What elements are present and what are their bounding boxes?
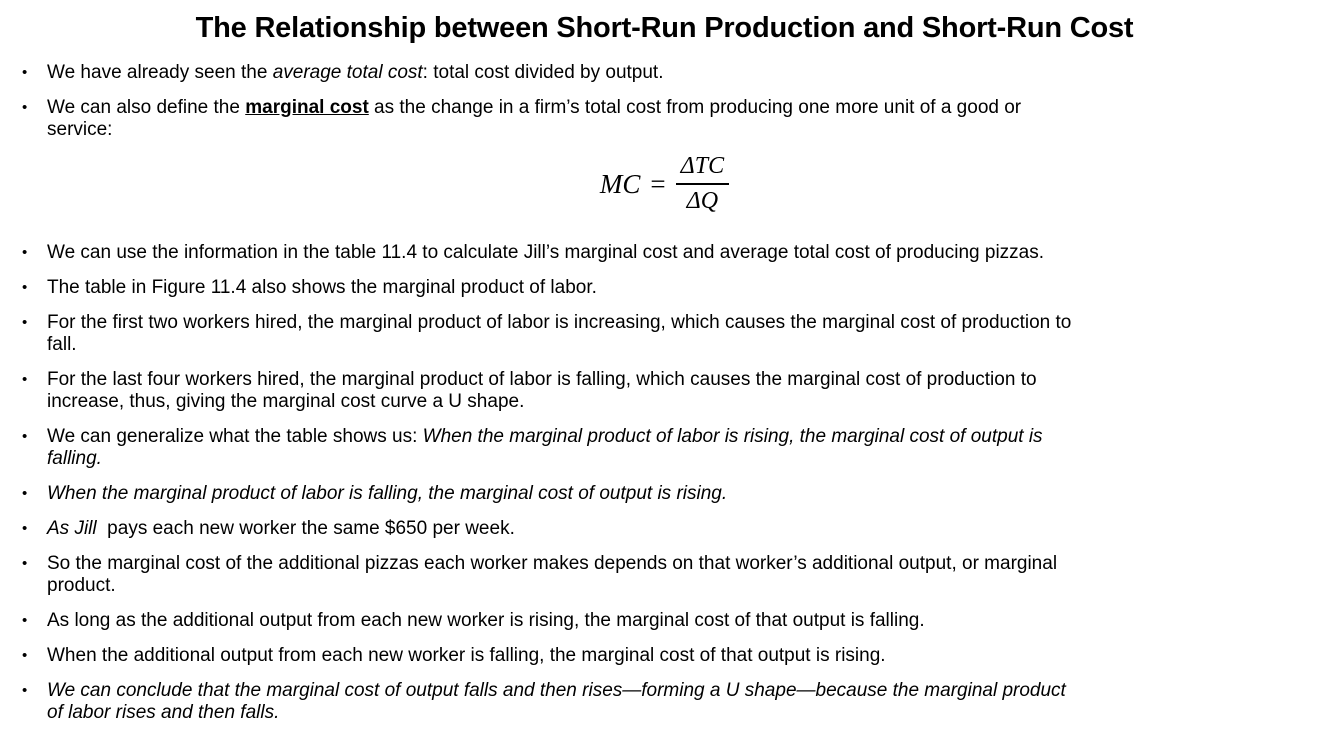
bullet-text: When the marginal product of labor is fa… — [47, 483, 1309, 505]
text-segment: marginal cost — [245, 97, 369, 118]
bullet-marker: • — [22, 682, 28, 700]
text-segment: as the change in a firm’s total cost fro… — [47, 97, 1022, 140]
bullet-text: For the first two workers hired, the mar… — [47, 312, 1309, 356]
bullet-marker: • — [22, 99, 28, 116]
list-item: • When the additional output from each ne… — [20, 645, 1309, 667]
text-segment: average total cost — [272, 62, 423, 83]
list-item: • The table in Figure 11.4 also shows the… — [20, 277, 1309, 299]
bullet-marker: • — [22, 314, 28, 332]
bullet-marker: • — [22, 279, 28, 297]
bullet-text: We can conclude that the marginal cost o… — [47, 680, 1309, 724]
list-item: • We can use the information in the table… — [20, 242, 1309, 264]
text-segment: pays each new worker the same $650 per w… — [96, 518, 515, 540]
bullet-text: We can use the information in the table … — [47, 242, 1309, 264]
bullet-marker: • — [22, 647, 28, 665]
bullet-list-top: • We have already seen the average total … — [20, 62, 1309, 141]
text-segment: The table in Figure 11.4 also shows the … — [47, 277, 597, 299]
bullet-text: As Jill pays each new worker the same $6… — [47, 518, 1309, 540]
bullet-text: We can also define the marginal cost as … — [47, 97, 1309, 141]
formula-equals-sign: = — [650, 168, 666, 199]
text-segment: For the first two workers hired, the mar… — [47, 312, 1072, 356]
text-segment: We have already seen the — [47, 62, 273, 83]
text-segment: When the marginal product of labor is ri… — [47, 426, 1043, 470]
formula-block: MC = ΔTC ΔQ — [20, 153, 1309, 215]
bullet-marker: • — [22, 64, 28, 81]
bullet-text: The table in Figure 11.4 also shows the … — [47, 277, 1309, 299]
list-item: • We can conclude that the marginal cost … — [20, 680, 1309, 724]
list-item: • For the first two workers hired, the ma… — [20, 312, 1309, 356]
text-segment: We can generalize what the table shows u… — [47, 426, 423, 448]
bullet-marker: • — [22, 428, 28, 446]
bullet-text: So the marginal cost of the additional p… — [47, 553, 1309, 597]
text-segment: So the marginal cost of the additional p… — [47, 553, 1058, 597]
bullet-marker: • — [22, 371, 28, 389]
list-item: • So the marginal cost of the additional … — [20, 553, 1309, 597]
bullet-text: We have already seen the average total c… — [47, 62, 1309, 84]
text-segment: For the last four workers hired, the mar… — [47, 369, 1037, 413]
list-item: • For the last four workers hired, the ma… — [20, 369, 1309, 413]
text-segment: As long as the additional output from ea… — [47, 610, 925, 632]
text-segment: : total cost divided by output. — [422, 62, 664, 83]
bullet-marker: • — [22, 612, 28, 630]
text-segment: We can also define the — [47, 97, 246, 118]
formula-lhs: MC — [599, 168, 641, 199]
bullet-list-bottom: • We can use the information in the table… — [20, 242, 1309, 724]
bullet-marker: • — [22, 520, 28, 538]
bullet-marker: • — [22, 485, 28, 503]
list-item: • As Jill pays each new worker the same $… — [20, 518, 1309, 540]
text-segment: As Jill — [47, 518, 97, 540]
formula-numerator: ΔTC — [675, 153, 730, 186]
formula-denominator: ΔQ — [686, 188, 719, 215]
list-item: • We can generalize what the table shows … — [20, 426, 1309, 470]
list-item: • As long as the additional output from e… — [20, 610, 1309, 632]
page-title: The Relationship between Short-Run Produ… — [195, 12, 1134, 44]
list-item: • When the marginal product of labor is f… — [20, 483, 1309, 505]
bullet-text: For the last four workers hired, the mar… — [47, 369, 1309, 413]
text-segment: We can use the information in the table … — [47, 242, 1045, 264]
list-item: • We can also define the marginal cost as… — [20, 97, 1309, 141]
bullet-text: As long as the additional output from ea… — [47, 610, 1309, 632]
text-segment: When the marginal product of labor is fa… — [47, 483, 728, 505]
bullet-text: We can generalize what the table shows u… — [47, 426, 1309, 470]
text-segment: When the additional output from each new… — [47, 645, 886, 667]
bullet-marker: • — [22, 244, 28, 262]
text-segment: We can conclude that the marginal cost o… — [47, 680, 1066, 724]
list-item: • We have already seen the average total … — [20, 62, 1309, 84]
formula-fraction: ΔTC ΔQ — [675, 153, 730, 215]
bullet-marker: • — [22, 555, 28, 573]
bullet-text: When the additional output from each new… — [47, 645, 1309, 667]
